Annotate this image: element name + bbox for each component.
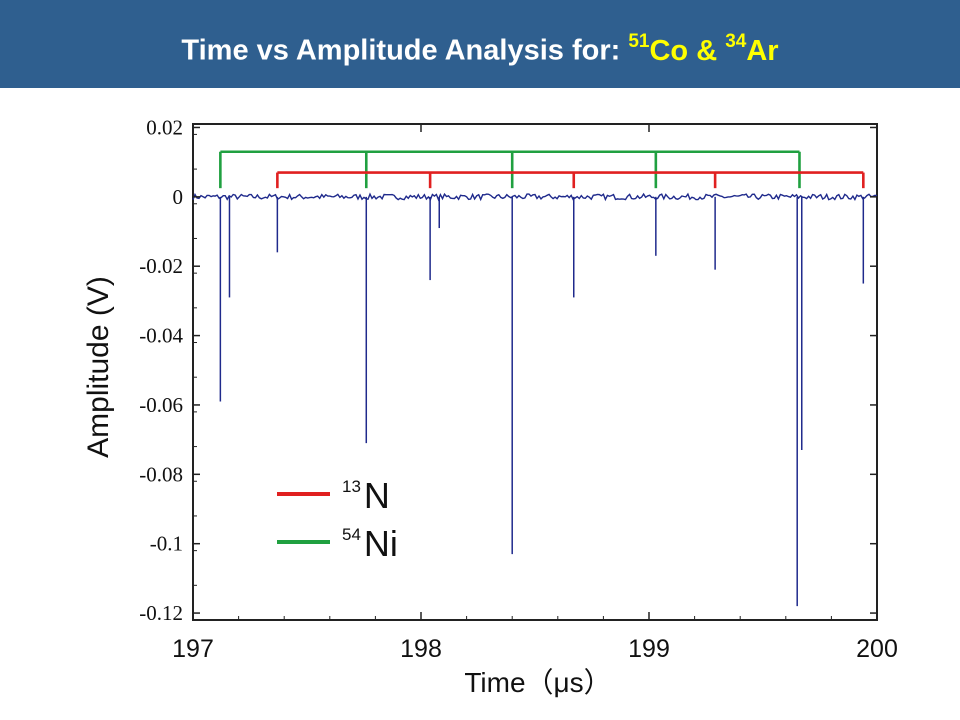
- title-nuclide-1-mass: 51: [628, 31, 650, 52]
- title-nuclide-1: 51Co & 34Ar: [628, 31, 779, 67]
- axis-ticks: 0.02 0 -0.02 -0.04 -0.06 -0.08 -0.1 -0.12 197 198…: [139, 115, 898, 663]
- peaks-layer: [219, 196, 865, 607]
- y-tick-label: -0.1: [150, 532, 183, 556]
- title-separator: &: [688, 34, 726, 67]
- y-tick-label: 0: [173, 185, 184, 209]
- y-tick-label: -0.04: [139, 324, 183, 348]
- x-tick-label: 198: [400, 635, 442, 663]
- brackets-layer: [219, 150, 865, 189]
- y-tick-label: -0.12: [139, 601, 183, 625]
- x-tick-label: 197: [172, 635, 214, 663]
- title-nuclide-2-mass: 34: [725, 31, 747, 52]
- x-axis-title: Time（μs）: [464, 667, 611, 698]
- title-nuclide-2-symbol: Ar: [746, 34, 779, 67]
- y-axis-title: Amplitude (V): [82, 276, 115, 458]
- plot-frame: [192, 123, 878, 621]
- legend: 13N 54Ni: [277, 475, 398, 564]
- legend-label-ni: 54Ni: [342, 523, 398, 564]
- legend-label-n: 13N: [342, 475, 390, 516]
- noise-baseline-trace: [192, 192, 878, 202]
- y-tick-label: -0.06: [139, 393, 183, 417]
- trace-layer: [192, 192, 878, 202]
- x-tick-label: 200: [856, 635, 898, 663]
- y-tick-label: -0.02: [139, 254, 183, 278]
- title-nuclide-1-symbol: Co: [649, 34, 689, 67]
- x-tick-label: 199: [628, 635, 670, 663]
- title-banner: [0, 0, 960, 88]
- slide-title: Time vs Amplitude Analysis for: 51Co & 3…: [0, 24, 960, 71]
- y-tick-label: -0.08: [139, 462, 183, 486]
- title-prefix: Time vs Amplitude Analysis for:: [181, 34, 629, 67]
- y-tick-label: 0.02: [146, 115, 183, 139]
